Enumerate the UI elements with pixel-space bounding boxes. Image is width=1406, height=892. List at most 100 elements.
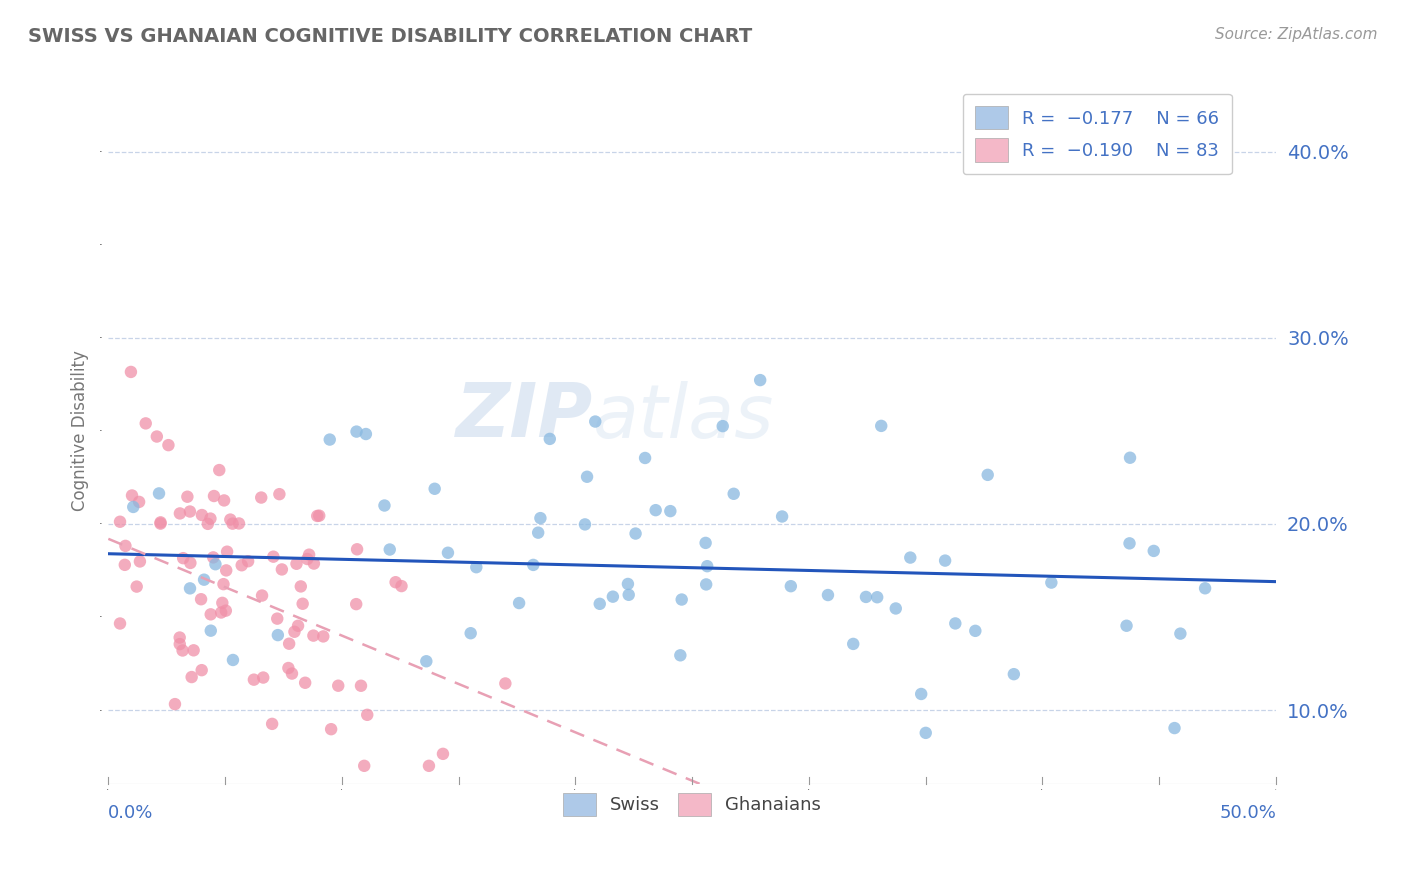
Point [200, 624, 222, 638]
Point [1143, 544, 1166, 558]
Point [128, 495, 150, 509]
Point [934, 553, 956, 567]
Point [669, 648, 692, 663]
Point [281, 666, 304, 681]
Point [283, 624, 305, 639]
Point [121, 488, 143, 502]
Point [179, 582, 201, 596]
Point [190, 663, 212, 677]
Point [910, 687, 932, 701]
Point [262, 717, 284, 731]
Point [384, 575, 406, 590]
Text: 50.0%: 50.0% [1219, 804, 1277, 822]
Point [202, 550, 225, 565]
Point [695, 536, 717, 550]
Point [197, 516, 219, 531]
Point [169, 637, 191, 651]
Point [353, 759, 375, 773]
Text: atlas: atlas [593, 381, 775, 453]
Point [191, 508, 214, 522]
Point [302, 629, 325, 643]
Point [307, 508, 329, 523]
Point [866, 591, 889, 605]
Point [294, 675, 316, 690]
Point [914, 726, 936, 740]
Point [696, 559, 718, 574]
Point [146, 429, 169, 443]
Point [200, 511, 222, 525]
Point [378, 542, 401, 557]
Point [211, 596, 233, 610]
Point [209, 606, 232, 620]
Point [350, 679, 373, 693]
Point [423, 482, 446, 496]
Point [231, 558, 253, 573]
Point [228, 516, 250, 531]
Point [432, 747, 454, 761]
Point [122, 500, 145, 514]
Point [1002, 667, 1025, 681]
Point [943, 616, 966, 631]
Point [215, 604, 238, 618]
Point [125, 580, 148, 594]
Point [779, 579, 801, 593]
Point [200, 607, 222, 622]
Point [108, 616, 131, 631]
Point [212, 493, 235, 508]
Point [221, 516, 243, 531]
Point [373, 499, 395, 513]
Point [179, 556, 201, 570]
Point [976, 467, 998, 482]
Point [965, 624, 987, 638]
Point [208, 463, 231, 477]
Point [172, 551, 194, 566]
Legend: Swiss, Ghanaians: Swiss, Ghanaians [554, 784, 830, 825]
Text: SWISS VS GHANAIAN COGNITIVE DISABILITY CORRELATION CHART: SWISS VS GHANAIAN COGNITIVE DISABILITY C… [28, 27, 752, 45]
Point [624, 526, 647, 541]
Point [250, 491, 273, 505]
Point [183, 643, 205, 657]
Point [522, 558, 544, 572]
Point [494, 676, 516, 690]
Text: Source: ZipAtlas.com: Source: ZipAtlas.com [1215, 27, 1378, 42]
Y-axis label: Cognitive Disability: Cognitive Disability [72, 351, 89, 511]
Point [135, 417, 157, 431]
Point [437, 546, 460, 560]
Point [321, 722, 343, 736]
Point [278, 637, 301, 651]
Point [179, 504, 201, 518]
Point [291, 597, 314, 611]
Point [659, 504, 682, 518]
Point [1118, 536, 1140, 550]
Point [842, 637, 865, 651]
Point [302, 557, 325, 571]
Point [287, 619, 309, 633]
Point [583, 415, 606, 429]
Point [508, 596, 530, 610]
Point [250, 589, 273, 603]
Point [527, 525, 550, 540]
Point [169, 507, 191, 521]
Point [817, 588, 839, 602]
Point [290, 579, 312, 593]
Point [346, 542, 368, 557]
Point [574, 517, 596, 532]
Point [770, 509, 793, 524]
Point [538, 432, 561, 446]
Point [114, 539, 136, 553]
Point [243, 673, 266, 687]
Point [212, 577, 235, 591]
Point [163, 697, 186, 711]
Point [356, 707, 378, 722]
Point [344, 597, 367, 611]
Point [176, 490, 198, 504]
Point [149, 516, 172, 530]
Point [217, 544, 239, 558]
Point [236, 554, 259, 568]
Point [576, 469, 599, 483]
Point [617, 588, 640, 602]
Point [1115, 619, 1137, 633]
Point [252, 671, 274, 685]
Point [169, 631, 191, 645]
Point [267, 628, 290, 642]
